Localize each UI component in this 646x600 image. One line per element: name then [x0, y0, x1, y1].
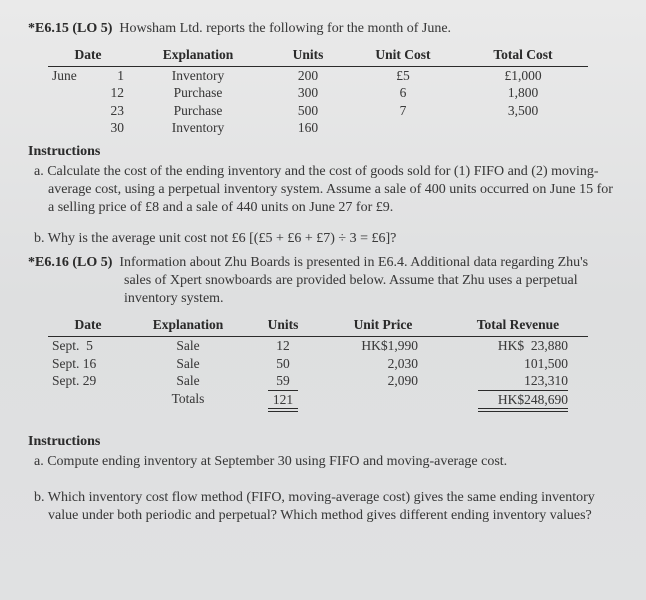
col-date: Date — [48, 314, 128, 336]
col-units: Units — [268, 44, 348, 66]
exercise-1-intro: *E6.15 (LO 5) Howsham Ltd. reports the f… — [28, 20, 618, 38]
exercise-1-instruction-b: b. Why is the average unit cost not £6 [… — [28, 230, 618, 248]
col-total-cost: Total Cost — [458, 44, 588, 66]
table-header-row: Date Explanation Units Unit Cost Total C… — [48, 44, 588, 66]
table-row: 23 Purchase 500 7 3,500 — [48, 102, 588, 120]
table-row: Sept. 5 Sale 12 HK$1,990 HK$ 23,880 — [48, 336, 588, 354]
exercise-1-intro-text: Howsham Ltd. reports the following for t… — [119, 21, 451, 36]
table-row: Sept. 29 Sale 59 2,090 123,310 — [48, 372, 588, 390]
exercise-1-instruction-a: a. Calculate the cost of the ending inve… — [28, 163, 618, 218]
col-unit-cost: Unit Cost — [348, 44, 458, 66]
col-date: Date — [48, 44, 128, 66]
table-totals-row: Totals 121 HK$248,690 — [48, 390, 588, 427]
exercise-2-table: Date Explanation Units Unit Price Total … — [48, 314, 588, 426]
col-units: Units — [248, 314, 318, 336]
table-header-row: Date Explanation Units Unit Price Total … — [48, 314, 588, 336]
exercise-1-ref: *E6.15 (LO 5) — [28, 21, 112, 36]
exercise-2-ref: *E6.16 (LO 5) — [28, 255, 112, 270]
document-page: *E6.15 (LO 5) Howsham Ltd. reports the f… — [0, 0, 646, 600]
col-explanation: Explanation — [128, 314, 248, 336]
col-unit-price: Unit Price — [318, 314, 448, 336]
exercise-2-instruction-b: b. Which inventory cost flow method (FIF… — [28, 489, 618, 525]
table-row: June 1 Inventory 200 £5 £1,000 — [48, 66, 588, 84]
exercise-1-table: Date Explanation Units Unit Cost Total C… — [48, 44, 588, 137]
table-row: Sept. 16 Sale 50 2,030 101,500 — [48, 355, 588, 373]
exercise-2-intro-text: Information about Zhu Boards is presente… — [119, 255, 588, 306]
col-total-revenue: Total Revenue — [448, 314, 588, 336]
exercise-2-instruction-a: a. Compute ending inventory at September… — [28, 453, 618, 471]
exercise-2-instructions-heading: Instructions — [28, 433, 618, 451]
table-row: 30 Inventory 160 — [48, 119, 588, 137]
exercise-2-intro: *E6.16 (LO 5) Information about Zhu Boar… — [28, 254, 618, 309]
exercise-1-instructions-heading: Instructions — [28, 143, 618, 161]
col-explanation: Explanation — [128, 44, 268, 66]
table-row: 12 Purchase 300 6 1,800 — [48, 84, 588, 102]
